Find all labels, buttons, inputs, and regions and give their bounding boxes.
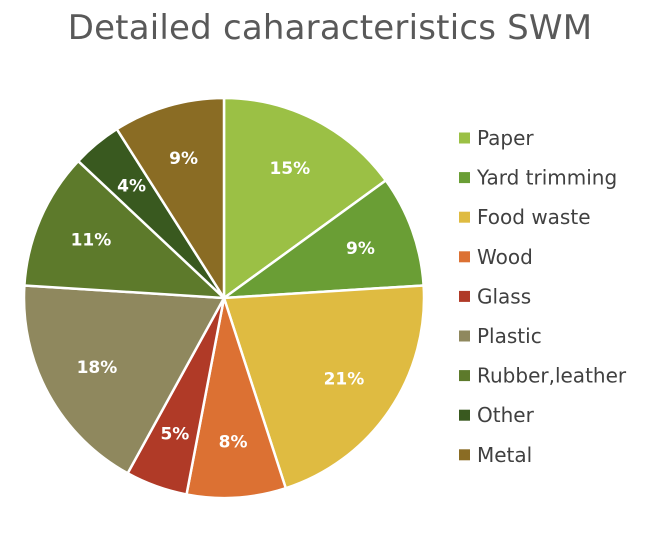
pie-slice-paper <box>222 96 388 300</box>
legend-item-yard-trimming: Yard trimming <box>459 166 617 190</box>
legend-item-paper: Paper <box>459 126 534 150</box>
pie-slice-food-waste <box>222 284 426 490</box>
pie-slice-wood <box>185 296 288 500</box>
chart-title: Detailed caharacteristics SWM <box>67 8 593 48</box>
legend-label-rubber-leather: Rubber,leather <box>477 364 627 388</box>
legend-item-food-waste: Food waste <box>459 205 591 229</box>
data-label-other: 4% <box>117 176 146 196</box>
legend-label-other: Other <box>477 403 535 427</box>
data-label-plastic: 18% <box>77 358 118 378</box>
pie-slice-metal <box>115 96 226 300</box>
legend-item-glass: Glass <box>459 284 531 308</box>
legend-swatch-plastic <box>459 330 470 342</box>
data-label-food-waste: 21% <box>324 370 365 390</box>
data-label-metal: 9% <box>169 149 198 169</box>
legend-swatch-glass <box>459 290 470 302</box>
legend-label-plastic: Plastic <box>477 324 542 348</box>
pie-slice-yard-trimming <box>222 179 425 300</box>
legend-item-rubber-leather: Rubber,leather <box>459 364 627 388</box>
legend-item-wood: Wood <box>459 245 533 269</box>
legend-swatch-other <box>459 409 470 421</box>
legend-item-plastic: Plastic <box>459 324 542 348</box>
legend-label-metal: Metal <box>477 443 532 467</box>
legend-item-metal: Metal <box>459 443 532 467</box>
legend-label-yard-trimming: Yard trimming <box>476 166 617 190</box>
legend-item-other: Other <box>459 403 535 427</box>
legend-swatch-yard-trimming <box>459 172 470 184</box>
legend-label-paper: Paper <box>477 126 534 150</box>
data-label-glass: 5% <box>160 424 189 444</box>
legend-label-food-waste: Food waste <box>477 205 591 229</box>
legend-swatch-food-waste <box>459 211 470 223</box>
pie-slice-rubber-leather <box>23 159 226 300</box>
data-label-paper: 15% <box>269 159 310 179</box>
legend-swatch-metal <box>459 449 470 461</box>
pie-slice-plastic <box>22 284 226 475</box>
legend-swatch-rubber-leather <box>459 370 470 382</box>
data-label-yard-trimming: 9% <box>346 239 375 259</box>
legend-swatch-wood <box>459 251 470 263</box>
legend-label-wood: Wood <box>477 245 533 269</box>
legend-label-glass: Glass <box>477 284 531 308</box>
legend-swatch-paper <box>459 132 470 144</box>
data-label-rubber-leather: 11% <box>71 230 112 250</box>
data-label-wood: 8% <box>219 433 248 453</box>
